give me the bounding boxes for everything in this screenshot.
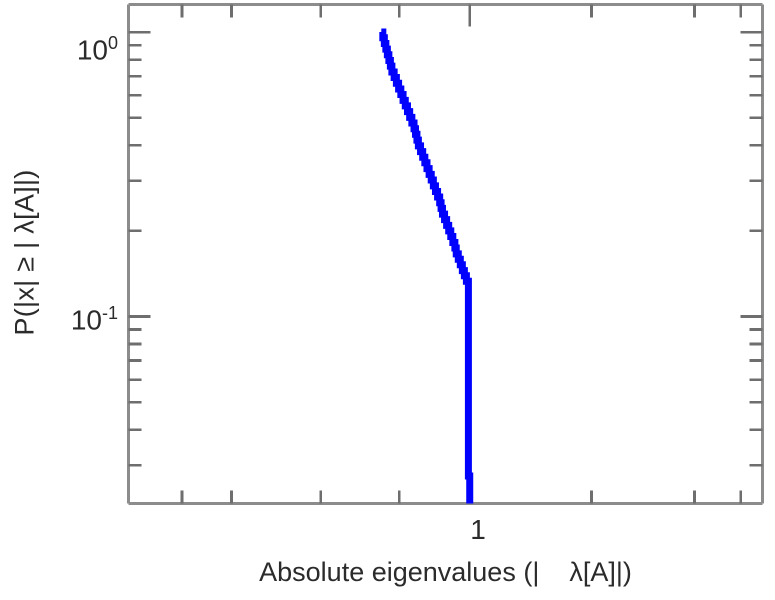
axis-frame (127, 3, 764, 505)
y-tick-mantissa-1e-1: 10 (70, 304, 102, 336)
y-tick-exponent-1e0: 0 (107, 33, 118, 53)
data-series-layer (379, 28, 474, 504)
x-tick-label-1: 1 (470, 514, 486, 545)
data-series-line-0 (379, 28, 474, 504)
x-axis-label: Absolute eigenvalues (| λ[A]|) (259, 557, 632, 587)
y-tick-label-1e0: 100 (77, 34, 118, 64)
y-tick-exponent-1e-1: -1 (101, 303, 118, 323)
y-tick-mantissa-1e0: 10 (76, 34, 108, 66)
axis-ticks (128, 4, 763, 504)
y-tick-label-1e-1: 10-1 (71, 304, 118, 334)
y-axis-tick-labels: 100 10-1 (40, 0, 118, 505)
